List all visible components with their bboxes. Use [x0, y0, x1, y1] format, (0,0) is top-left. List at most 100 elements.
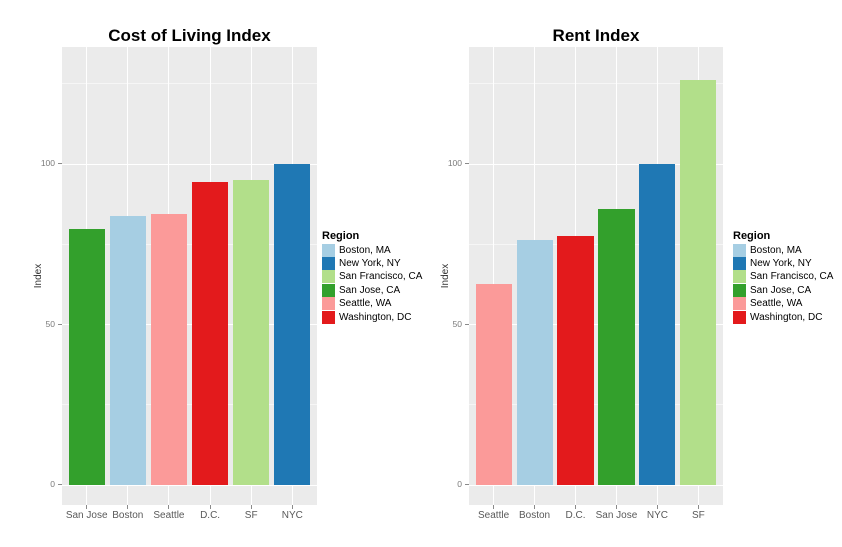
y-tick-label-50: 50: [452, 318, 462, 329]
chart-title: Rent Index: [552, 26, 640, 45]
x-tick-label-seattle: Seattle: [478, 510, 510, 521]
legend-swatch-new-york-ny: [322, 256, 335, 270]
legend-label: San Francisco, CA: [339, 271, 423, 283]
legend-label: San Jose, CA: [339, 284, 401, 296]
legend-swatch-san-jose-ca: [733, 283, 746, 297]
x-tick-label-san-jose: San Jose: [65, 510, 108, 521]
bar-nyc: [639, 163, 676, 485]
x-tick-mark-sf: [697, 505, 699, 509]
legend-item-boston-ma: Boston, MA: [733, 243, 838, 257]
bar-sf: [233, 180, 270, 485]
gridline-minor-75: [469, 243, 723, 245]
legend-item-san-francisco-ca: San Francisco, CA: [733, 270, 838, 284]
gridline-major-50: [469, 324, 723, 326]
legend-item-seattle-wa: Seattle, WA: [322, 297, 427, 311]
x-tick-mark-seattle: [493, 505, 495, 509]
legend-item-new-york-ny: New York, NY: [733, 256, 838, 270]
gridline-major-100: [469, 163, 723, 165]
gridline-major-50: [62, 324, 317, 326]
chart-title: Cost of Living Index: [108, 26, 271, 45]
y-tick-mark-50: [464, 323, 469, 325]
gridline-minor-125: [62, 83, 317, 85]
y-tick-mark-0: [464, 484, 469, 486]
bar-d-c: [557, 236, 594, 485]
bar-nyc: [274, 163, 311, 485]
plot-panel: [62, 47, 317, 505]
y-tick-label-0: 0: [50, 479, 55, 490]
legend-swatch-san-francisco-ca: [322, 270, 335, 284]
legend-swatch-boston-ma: [322, 243, 335, 257]
gridline-major-0: [469, 484, 723, 486]
legend-swatch-seattle-wa: [733, 297, 746, 311]
x-tick-label-sf: SF: [692, 510, 705, 521]
x-tick-label-seattle: Seattle: [153, 510, 185, 521]
x-tick-mark-nyc: [291, 505, 293, 509]
legend-swatch-san-jose-ca: [322, 283, 335, 297]
y-tick-label-50: 50: [45, 318, 55, 329]
x-tick-mark-sf: [250, 505, 252, 509]
legend-item-new-york-ny: New York, NY: [322, 256, 427, 270]
x-tick-mark-boston: [534, 505, 536, 509]
y-tick-mark-0: [57, 484, 62, 486]
legend-item-san-jose-ca: San Jose, CA: [733, 283, 838, 297]
bar-san-jose: [68, 229, 105, 485]
legend-label: Washington, DC: [339, 311, 412, 323]
legend-swatch-washington-dc: [733, 310, 746, 324]
x-tick-label-d-c: D.C.: [200, 510, 221, 521]
legend-label: Washington, DC: [750, 311, 823, 323]
y-tick-label-0: 0: [457, 479, 462, 490]
x-tick-mark-san-jose: [615, 505, 617, 509]
y-axis-title: Index: [440, 263, 451, 289]
legend-title: Region: [733, 230, 771, 242]
x-tick-label-boston: Boston: [518, 510, 551, 521]
gridline-minor-75: [62, 243, 317, 245]
gridline-major-100: [62, 163, 317, 165]
legend-swatch-boston-ma: [733, 243, 746, 257]
legend-item-washington-dc: Washington, DC: [322, 310, 427, 324]
x-tick-mark-boston: [127, 505, 129, 509]
legend-item-seattle-wa: Seattle, WA: [733, 297, 838, 311]
legend-label: Boston, MA: [339, 244, 391, 256]
y-tick-label-100: 100: [40, 158, 55, 169]
x-tick-label-d-c: D.C.: [565, 510, 586, 521]
x-tick-label-san-jose: San Jose: [595, 510, 638, 521]
x-tick-mark-d-c: [209, 505, 211, 509]
legend-label: San Francisco, CA: [750, 271, 834, 283]
legend-swatch-new-york-ny: [733, 256, 746, 270]
gridline-vertical-seattle: [493, 47, 495, 505]
x-tick-label-boston: Boston: [112, 510, 144, 521]
bar-sf: [680, 80, 717, 485]
legend-label: Seattle, WA: [750, 298, 803, 310]
gridline-minor-125: [469, 83, 723, 85]
rent-index-chart: Rent Index 0 50 100 Seattle Boston D.C. San Jos…: [421, 0, 842, 547]
gridline-minor-25: [62, 404, 317, 406]
cost-of-living-chart: Cost of Living Index 0 50 100 San Jose Boston…: [33, 26, 422, 521]
legend-label: New York, NY: [750, 257, 812, 269]
plot-panel: [469, 47, 723, 505]
legend-title: Region: [322, 230, 360, 242]
legend-swatch-washington-dc: [322, 310, 335, 324]
y-tick-mark-50: [57, 323, 62, 325]
x-tick-mark-nyc: [656, 505, 658, 509]
y-tick-mark-100: [464, 163, 469, 165]
legend-item-boston-ma: Boston, MA: [322, 243, 427, 257]
legend-label: Boston, MA: [750, 244, 802, 256]
legend-item-san-francisco-ca: San Francisco, CA: [322, 270, 427, 284]
legend-label: San Jose, CA: [750, 284, 812, 296]
y-axis-title: Index: [33, 263, 44, 289]
legend-swatch-san-francisco-ca: [733, 270, 746, 284]
gridline-major-0: [62, 484, 317, 486]
bar-boston: [109, 215, 146, 485]
x-tick-mark-d-c: [575, 505, 577, 509]
legend-item-washington-dc: Washington, DC: [733, 310, 838, 324]
x-tick-mark-san-jose: [86, 505, 88, 509]
bar-seattle: [150, 214, 188, 485]
y-tick-mark-100: [57, 163, 62, 165]
gridline-minor-25: [469, 404, 723, 406]
x-tick-label-sf: SF: [244, 510, 258, 521]
y-tick-label-100: 100: [447, 158, 462, 169]
bar-boston: [516, 240, 553, 485]
bar-d-c: [191, 182, 229, 485]
x-tick-mark-seattle: [168, 505, 170, 509]
